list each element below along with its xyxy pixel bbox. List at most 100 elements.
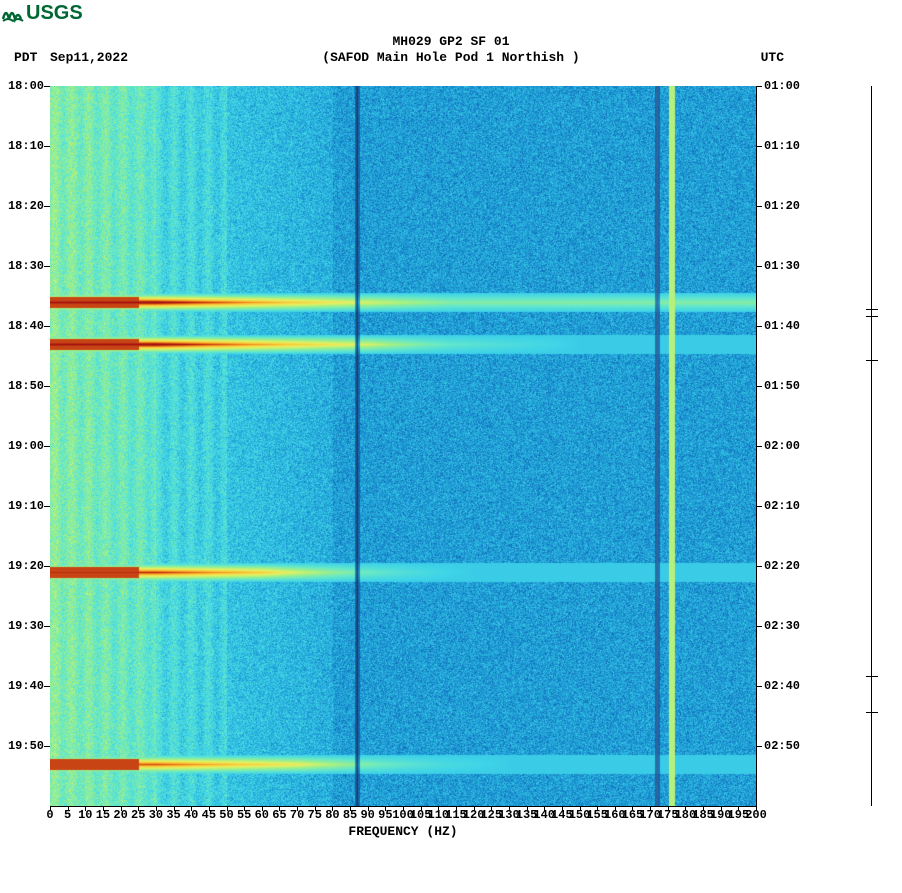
amplitude-tick (866, 316, 878, 317)
x-tick-mark (174, 806, 175, 811)
y-tick-mark-right (756, 746, 762, 747)
x-tick-mark (562, 806, 563, 811)
y-tick-right: 01:00 (764, 79, 800, 93)
y-tick-mark-right (756, 206, 762, 207)
x-tick-mark (527, 806, 528, 811)
y-tick-right: 01:40 (764, 319, 800, 333)
y-tick-mark-right (756, 146, 762, 147)
x-tick-mark (385, 806, 386, 811)
y-tick-mark-right (756, 326, 762, 327)
spectrogram-plot (50, 86, 756, 806)
y-tick-left: 19:10 (8, 499, 44, 513)
x-tick-mark (121, 806, 122, 811)
x-tick-mark (332, 806, 333, 811)
y-tick-mark-left (44, 266, 50, 267)
x-tick-mark (474, 806, 475, 811)
x-tick-mark (244, 806, 245, 811)
usgs-text: USGS (26, 2, 83, 25)
y-tick-right: 02:50 (764, 739, 800, 753)
y-tick-left: 19:40 (8, 679, 44, 693)
y-tick-mark-right (756, 566, 762, 567)
y-tick-right: 02:00 (764, 439, 800, 453)
y-axis-right: 01:0001:1001:2001:3001:4001:5002:0002:10… (760, 86, 820, 806)
y-tick-right: 02:30 (764, 619, 800, 633)
y-tick-mark-right (756, 266, 762, 267)
amplitude-tick (866, 712, 878, 713)
y-tick-mark-left (44, 746, 50, 747)
amplitude-axis (871, 86, 872, 806)
x-tick-mark (403, 806, 404, 811)
y-tick-right: 01:30 (764, 259, 800, 273)
y-tick-mark-left (44, 206, 50, 207)
x-tick-mark (350, 806, 351, 811)
y-tick-mark-left (44, 506, 50, 507)
x-tick-mark (491, 806, 492, 811)
y-tick-mark-left (44, 146, 50, 147)
x-tick-mark (544, 806, 545, 811)
x-tick-mark (68, 806, 69, 811)
y-tick-right: 01:10 (764, 139, 800, 153)
y-tick-mark-right (756, 506, 762, 507)
x-tick-mark (103, 806, 104, 811)
x-tick-mark (279, 806, 280, 811)
x-tick-mark (85, 806, 86, 811)
y-tick-left: 19:20 (8, 559, 44, 573)
x-tick-mark (227, 806, 228, 811)
amplitude-tick (866, 676, 878, 677)
timezone-right: UTC (761, 50, 784, 65)
x-tick-mark (368, 806, 369, 811)
x-tick-mark (685, 806, 686, 811)
y-tick-mark-left (44, 686, 50, 687)
amplitude-tick (866, 360, 878, 361)
x-tick-mark (315, 806, 316, 811)
timezone-left: PDT (14, 50, 37, 65)
y-tick-left: 18:10 (8, 139, 44, 153)
x-tick-mark (703, 806, 704, 811)
x-tick-mark (756, 806, 757, 811)
x-tick-mark (597, 806, 598, 811)
y-tick-left: 18:30 (8, 259, 44, 273)
y-tick-left: 18:00 (8, 79, 44, 93)
usgs-wave-icon (2, 5, 24, 23)
usgs-logo: USGS (2, 2, 83, 25)
y-tick-left: 19:30 (8, 619, 44, 633)
y-tick-mark-right (756, 386, 762, 387)
date-label: Sep11,2022 (50, 50, 128, 65)
y-tick-left: 19:50 (8, 739, 44, 753)
x-tick-mark (509, 806, 510, 811)
x-tick-mark (50, 806, 51, 811)
y-tick-mark-right (756, 626, 762, 627)
x-tick-mark (668, 806, 669, 811)
y-tick-left: 18:40 (8, 319, 44, 333)
y-tick-mark-left (44, 566, 50, 567)
y-tick-right: 02:10 (764, 499, 800, 513)
y-tick-left: 18:50 (8, 379, 44, 393)
x-tick-mark (209, 806, 210, 811)
x-tick-mark (438, 806, 439, 811)
y-tick-right: 01:50 (764, 379, 800, 393)
plot-title: MH029 GP2 SF 01 (0, 34, 902, 49)
x-tick-mark (580, 806, 581, 811)
y-tick-right: 02:20 (764, 559, 800, 573)
amplitude-tick (866, 309, 878, 310)
y-tick-mark-right (756, 686, 762, 687)
x-tick-mark (456, 806, 457, 811)
x-tick-mark (156, 806, 157, 811)
y-tick-mark-right (756, 86, 762, 87)
x-tick-mark (650, 806, 651, 811)
x-axis-label: FREQUENCY (HZ) (50, 824, 756, 839)
y-tick-mark-left (44, 386, 50, 387)
x-tick-mark (632, 806, 633, 811)
y-tick-right: 02:40 (764, 679, 800, 693)
y-tick-mark-left (44, 446, 50, 447)
x-tick-mark (138, 806, 139, 811)
y-tick-right: 01:20 (764, 199, 800, 213)
x-tick-mark (262, 806, 263, 811)
x-tick-mark (721, 806, 722, 811)
spectrogram-canvas (50, 86, 756, 806)
x-tick-mark (738, 806, 739, 811)
y-tick-mark-left (44, 326, 50, 327)
x-tick-mark (615, 806, 616, 811)
x-tick-mark (421, 806, 422, 811)
x-tick-mark (297, 806, 298, 811)
